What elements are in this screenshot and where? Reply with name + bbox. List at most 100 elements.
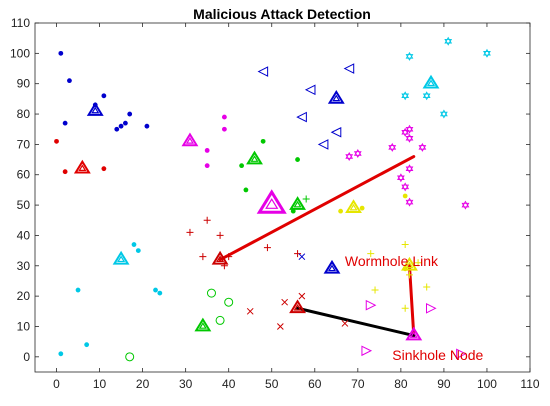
node-hexagram [405, 51, 414, 61]
node-circle [206, 288, 216, 298]
hexagram-part [401, 130, 410, 137]
cluster-head-triangle [289, 299, 307, 314]
node-plus [414, 259, 422, 267]
hexagram-part [405, 197, 414, 205]
cluster-head-triangle [112, 250, 130, 265]
head-outer [345, 199, 362, 213]
hexagram-part [388, 145, 397, 152]
node-dot [243, 187, 249, 193]
cluster-head-triangle [289, 196, 307, 210]
cluster-head-triangle [327, 89, 345, 104]
x-tick-label: 20 [136, 377, 150, 391]
head-outer [246, 150, 263, 165]
node-dot [101, 166, 107, 172]
head-inner [91, 106, 100, 114]
hexagram-part [418, 145, 427, 152]
node-dot [402, 266, 408, 272]
hexagram-part [405, 136, 414, 143]
hexagram-part [401, 91, 410, 99]
head-inner [293, 303, 302, 311]
cluster-head-triangle [181, 132, 199, 147]
hexagram-part [345, 154, 354, 162]
node-plus [367, 250, 375, 258]
node-plus [405, 271, 413, 279]
hexagram-part [401, 182, 410, 190]
y-tick-label: 80 [17, 107, 31, 121]
hexagram-part [444, 38, 453, 46]
head-inner [185, 137, 195, 144]
hexagram-part [401, 93, 410, 101]
head-outer [211, 250, 229, 265]
head-outer [289, 196, 307, 210]
head-outer [405, 326, 423, 341]
cluster-head-triangle [345, 199, 362, 213]
hexagram-part [461, 202, 470, 210]
node-hexagram [483, 48, 491, 58]
link-line [407, 264, 416, 338]
node-triangle-left [296, 111, 307, 123]
hexagram-part [405, 124, 414, 132]
node-hexagram [405, 197, 414, 207]
node-markers [54, 36, 491, 362]
y-tick-label: 90 [17, 77, 31, 91]
node-hexagram [401, 127, 410, 137]
hexagram-part [440, 111, 448, 119]
x-tick-label: 50 [265, 377, 279, 391]
node-triangle-left [343, 63, 355, 74]
node-dot [75, 287, 81, 293]
head-inner [265, 198, 279, 209]
head-outer [422, 74, 440, 89]
node-dot [62, 120, 68, 126]
node-plus [294, 250, 302, 258]
cluster-head-triangle [86, 102, 104, 116]
y-tick-label: 110 [11, 16, 30, 30]
node-plus [263, 244, 271, 252]
head-outer [289, 299, 307, 314]
node-dot [144, 123, 150, 129]
cluster-head-triangle [323, 259, 341, 274]
node-x [246, 307, 254, 315]
hexagram-part [397, 175, 405, 183]
node-triangle-right [365, 299, 377, 311]
y-tick-label: 50 [17, 198, 31, 212]
hexagram-part [461, 200, 470, 208]
head-inner [332, 94, 341, 102]
head-outer [194, 317, 212, 332]
head-outer [86, 102, 104, 116]
node-hexagram [345, 151, 354, 162]
y-tick-label: 30 [17, 259, 31, 273]
head-inner [405, 261, 414, 269]
x-tick-label: 60 [308, 377, 322, 391]
hexagram-part [401, 184, 410, 192]
x-tick-label: 70 [351, 377, 365, 391]
chart-title: Malicious Attack Detection [193, 6, 371, 22]
head-inner [216, 255, 225, 263]
node-dot [84, 342, 90, 348]
axis-ticks: 0 10 20 30 40 50 60 70 80 90 100 110 0 10 20 30 40 50 60 70… [10, 16, 540, 391]
head-inner [426, 79, 436, 87]
x-tick-label: 30 [179, 377, 193, 391]
hexagram-part [353, 151, 362, 159]
x-tick-label: 0 [53, 377, 60, 391]
node-circle [125, 352, 135, 362]
node-hexagram [397, 173, 405, 183]
node-plus [401, 304, 409, 312]
node-dot [221, 114, 227, 120]
y-tick-label: 100 [10, 46, 30, 60]
y-tick-label: 20 [17, 289, 31, 303]
x-tick-label: 40 [222, 377, 236, 391]
node-circle [215, 315, 225, 325]
head-inner [349, 203, 358, 211]
node-plus [302, 195, 310, 203]
node-plus [199, 253, 207, 261]
hexagram-part [444, 36, 453, 44]
cluster-head-triangle [211, 250, 229, 265]
node-dot [127, 111, 133, 117]
hexagram-part [422, 93, 431, 101]
cluster-head-triangle [194, 317, 212, 332]
node-dot [204, 163, 210, 169]
hexagram-part [405, 164, 414, 171]
node-dot [402, 193, 408, 199]
hexagram-part [405, 54, 414, 61]
